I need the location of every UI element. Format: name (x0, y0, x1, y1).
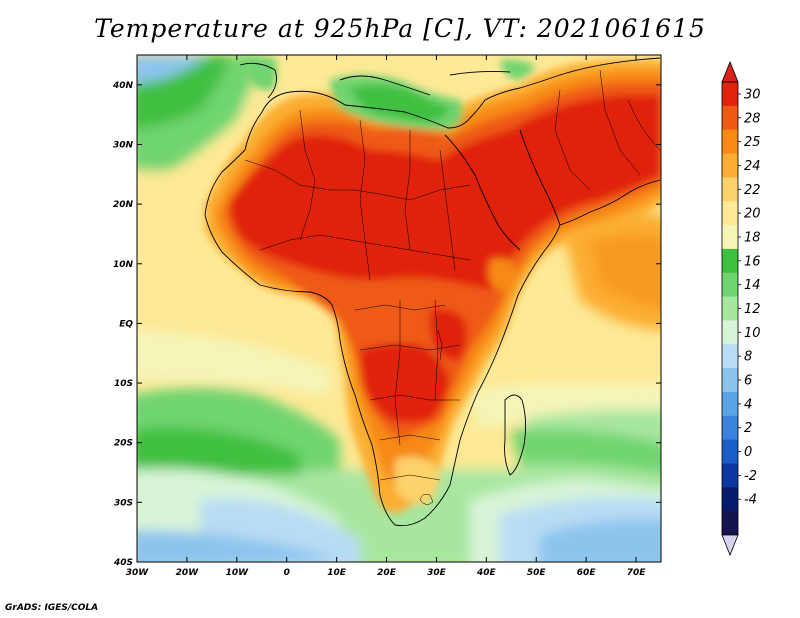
colorbar-level-label: 6 (744, 374, 752, 389)
colorbar-level-label: 4 (744, 397, 752, 412)
colorbar-swatch (722, 368, 738, 393)
colorbar-level-label: 24 (744, 159, 761, 174)
colorbar-swatch (722, 153, 738, 178)
credit-text: GrADS: IGES/COLA (5, 603, 99, 613)
colorbar-level-label: 30 (744, 87, 761, 102)
lon-tick-label: 50E (527, 568, 547, 578)
colorbar-level-label: 14 (744, 278, 761, 293)
colorbar-bottom-arrow (721, 534, 739, 557)
lat-tick-label: 20S (114, 439, 133, 449)
coastlines (204, 57, 661, 527)
map-title: Temperature at 925hPa [C], VT: 202106161… (94, 14, 706, 43)
map-border (136, 54, 662, 563)
lon-tick-label: 60E (577, 568, 597, 578)
colorbar-level-label: -4 (744, 493, 757, 508)
lat-tick-label: 30S (114, 498, 133, 508)
colorbar-swatch (722, 177, 738, 202)
map-frame (136, 54, 662, 563)
colorbar-swatch (722, 415, 738, 441)
lat-tick-label: 30N (113, 140, 134, 150)
colorbar-top-arrow (721, 60, 739, 83)
lat-tick-label: 40N (112, 81, 134, 91)
colorbar-level-label: 22 (744, 183, 761, 198)
lat-tick-label: 40S (113, 558, 133, 568)
colorbar-level-label: 18 (744, 230, 761, 245)
colorbar-level-label: -2 (744, 469, 757, 484)
colorbar-swatch (722, 320, 738, 345)
colorbar-swatch (722, 511, 738, 536)
lat-tick-label: 20N (113, 200, 134, 210)
colorbar-swatch (722, 296, 738, 321)
colorbar-level-label: 0 (744, 445, 752, 460)
colorbar-level-label: 8 (744, 350, 752, 365)
colorbar-level-label: 2 (744, 421, 752, 436)
colorbar-level-label: 25 (744, 135, 761, 150)
colorbar-swatch (722, 344, 738, 369)
colorbar-level-label: 10 (744, 326, 761, 341)
lon-tick-label: 30E (427, 568, 447, 578)
colorbar-swatch (722, 463, 738, 488)
lon-tick-label: 40E (476, 568, 497, 578)
colorbar-level-label: 20 (744, 207, 761, 222)
colorbar-swatch (722, 248, 738, 274)
colorbar-swatch (722, 201, 738, 226)
colorbar-level-label: 28 (744, 111, 761, 126)
colorbar-swatch (722, 439, 738, 464)
colorbar-swatch (722, 272, 738, 298)
colorbar-level-label: 16 (744, 254, 761, 269)
colorbar-swatch (722, 105, 738, 131)
lon-tick-label: 20E (377, 568, 397, 578)
map-axes: 30W 20W 10W 0 10E 20E 30E 40E 50E 60E 70E 40N 30N 20N… (112, 55, 661, 578)
lon-tick-label: 20W (176, 568, 200, 578)
lat-tick-label: 10S (114, 379, 133, 389)
colorbar-swatch (722, 391, 738, 417)
lon-tick-label: 10E (327, 568, 347, 578)
colorbar-level-label: 12 (744, 302, 761, 317)
colorbar-swatch (722, 487, 738, 512)
lon-tick-label: 30W (126, 568, 150, 578)
lon-tick-label: 0 (284, 568, 290, 578)
lat-tick-label: 10N (113, 260, 134, 270)
temperature-field (137, 55, 661, 562)
country-borders (244, 69, 661, 505)
colorbar-swatch (722, 129, 738, 155)
lon-tick-label: 10W (226, 568, 250, 578)
colorbar-swatch (722, 225, 738, 250)
lon-tick-label: 70E (627, 568, 647, 578)
colorbar-swatch (722, 82, 738, 107)
lat-tick-label: EQ (119, 319, 133, 329)
